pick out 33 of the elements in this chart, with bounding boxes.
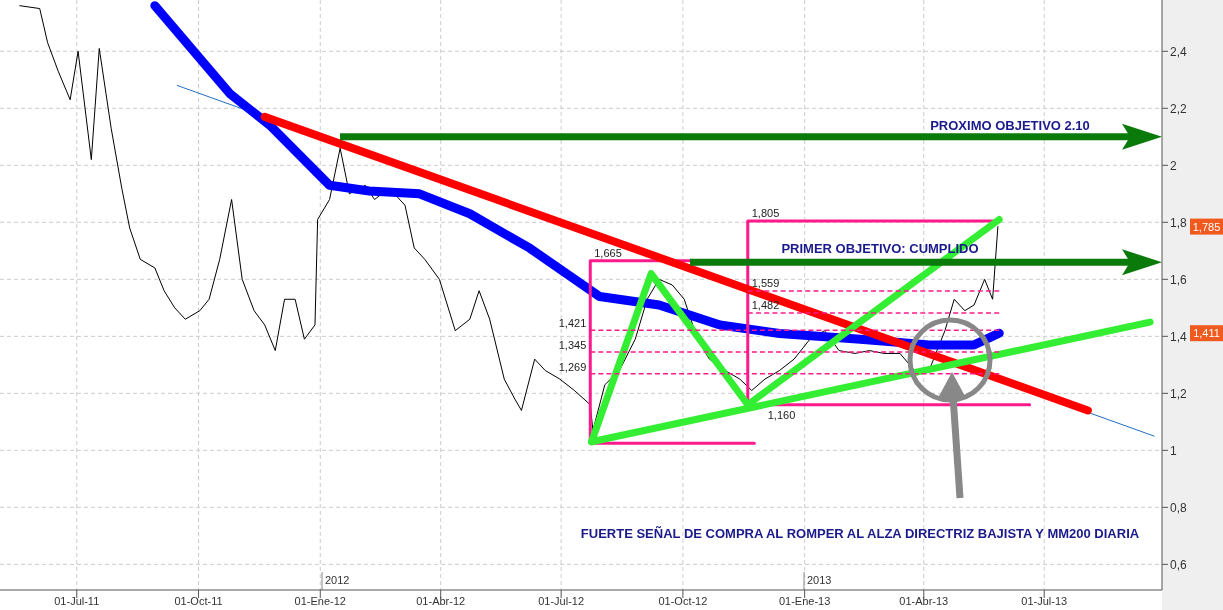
- y-tick-label: 2: [1170, 159, 1177, 174]
- x-tick-label: 01-Ene-12: [294, 595, 346, 607]
- x-tick-label: 01-Jul-13: [1021, 595, 1068, 607]
- y-tick-label: 0,6: [1170, 558, 1188, 573]
- y-tick-label: 1,6: [1170, 273, 1188, 288]
- y-tick-label: 1: [1170, 444, 1177, 459]
- x-tick-label: 01-Jul-11: [54, 595, 100, 607]
- annotation: 1,269: [558, 360, 587, 373]
- x-tick-label: 01-Abr-13: [899, 595, 949, 607]
- annotation: 2013: [807, 574, 832, 586]
- x-tick-label: 01-Oct-12: [658, 595, 708, 607]
- annotation: 1,160: [767, 408, 796, 421]
- x-tick-label: 01-Oct-11: [174, 595, 223, 607]
- y-tick-label: 1,8: [1170, 216, 1188, 231]
- y-tick-label: 1,4: [1170, 330, 1188, 345]
- annotation: 1,482: [751, 298, 780, 311]
- x-tick-label: 01-Jul-12: [538, 595, 585, 607]
- annotation: 1,421: [558, 317, 587, 330]
- y-tick-label: 2,2: [1170, 102, 1188, 117]
- annotation: 1,665: [594, 246, 622, 259]
- text: 1,785: [1192, 220, 1221, 233]
- x-tick-label: 01-Ene-13: [778, 595, 831, 607]
- annotation: 2012: [325, 574, 350, 586]
- annotation: 1,559: [751, 277, 780, 290]
- y-tick-label: 0,8: [1170, 501, 1188, 516]
- text: 1,411: [1193, 327, 1220, 340]
- ref-line-label: PROXIMO OBJETIVO 2.10: [930, 117, 1090, 133]
- x-tick-label: 01-Abr-12: [416, 595, 466, 607]
- annotation: FUERTE SEÑAL DE COMPRA AL ROMPER AL ALZA DIRECTRIZ BAJISTA Y MM200 DIARIA: [580, 526, 1140, 541]
- annotation: 1,345: [558, 339, 587, 351]
- annotation: 1,805: [751, 206, 780, 219]
- y-tick-label: 1,2: [1170, 387, 1188, 402]
- y-tick-label: 2,4: [1170, 45, 1188, 60]
